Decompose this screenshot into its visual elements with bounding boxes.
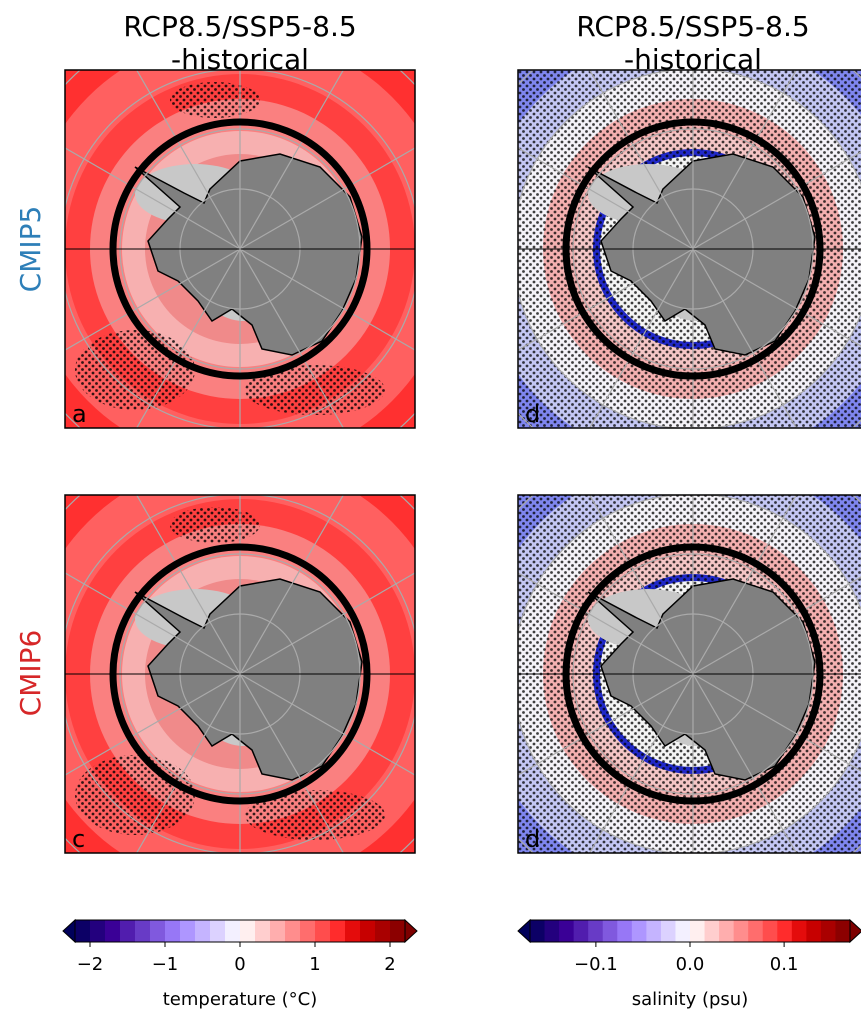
panel-label: c	[72, 825, 85, 853]
colorbar-segment	[748, 920, 764, 942]
colorbar-tick-label: 1	[309, 954, 320, 975]
colorbar-segment	[270, 920, 286, 942]
column-title: RCP8.5/SSP5-8.5	[576, 10, 809, 43]
significance-stipple	[75, 330, 195, 410]
colorbar-extend	[517, 918, 531, 944]
colorbar-segment	[588, 920, 604, 942]
colorbar-segment	[690, 920, 706, 942]
colorbar-segment	[225, 920, 241, 942]
colorbar-segment	[90, 920, 106, 942]
panel-frame	[64, 494, 416, 854]
colorbar-segment	[617, 920, 633, 942]
row-label: CMIP6	[14, 630, 47, 717]
colorbar-segment	[806, 920, 822, 942]
colorbar-segment	[573, 920, 589, 942]
significance-stipple	[245, 365, 385, 415]
map-panel	[518, 495, 861, 853]
significance-stipple	[170, 507, 260, 543]
region-boundary	[109, 118, 371, 380]
colorbar-segment	[180, 920, 196, 942]
colorbar-segment	[315, 920, 331, 942]
panel-label: d	[525, 825, 540, 853]
colorbar-segment	[631, 920, 647, 942]
colorbar-segment	[530, 920, 546, 942]
region-boundary	[562, 118, 824, 380]
colorbar-segment	[195, 920, 211, 942]
colorbar-segment	[719, 920, 735, 942]
colorbar-tick-label: 2	[384, 954, 395, 975]
map-panel	[65, 495, 415, 853]
colorbar-segment	[360, 920, 376, 942]
colorbar-segment	[240, 920, 256, 942]
colorbar-segment	[733, 920, 749, 942]
colorbar-tick-label: 0	[234, 954, 245, 975]
region-boundary	[562, 543, 824, 805]
panel-frame	[517, 69, 861, 429]
colorbar-label: temperature (°C)	[163, 989, 317, 1010]
map-panel	[65, 70, 415, 428]
colorbar-tick-label: −1	[152, 954, 179, 975]
colorbar-segment	[602, 920, 618, 942]
colorbar-segment	[544, 920, 560, 942]
colorbar-tick-label: 0.0	[676, 954, 705, 975]
colorbar-segment	[704, 920, 720, 942]
colorbar-segment	[675, 920, 691, 942]
significance-stipple	[75, 755, 195, 835]
colorbar-segment	[75, 920, 91, 942]
colorbar-segment	[135, 920, 151, 942]
colorbar-segment	[559, 920, 575, 942]
colorbar-segment	[345, 920, 361, 942]
significance-stipple	[245, 790, 385, 840]
colorbar-label: salinity (psu)	[632, 989, 749, 1010]
colorbar-segment	[255, 920, 271, 942]
colorbar-extend	[62, 918, 76, 944]
colorbar-segment	[791, 920, 807, 942]
colorbar-segment	[165, 920, 181, 942]
region-boundary	[109, 543, 371, 805]
colorbar-segment	[390, 920, 406, 942]
colorbar-segment	[105, 920, 121, 942]
colorbar-segment	[210, 920, 226, 942]
colorbar-segment	[835, 920, 851, 942]
colorbar-segment	[777, 920, 793, 942]
colorbar-segment	[646, 920, 662, 942]
panel-label: a	[72, 400, 87, 428]
colorbar-tick-label: 0.1	[770, 954, 799, 975]
colorbar-extend	[849, 918, 861, 944]
panel-label: d	[525, 400, 540, 428]
colorbar-segment	[820, 920, 836, 942]
colorbar-segment	[285, 920, 301, 942]
map-panel	[518, 70, 861, 428]
colorbar-tick-label: −0.1	[574, 954, 618, 975]
colorbar-segment	[375, 920, 391, 942]
colorbar-extend	[404, 918, 418, 944]
colorbar-segment	[150, 920, 166, 942]
colorbar-segment	[330, 920, 346, 942]
row-label: CMIP5	[14, 206, 47, 293]
colorbar-segment	[762, 920, 778, 942]
panel-frame	[517, 494, 861, 854]
column-title: RCP8.5/SSP5-8.5	[123, 10, 356, 43]
panel-frame	[64, 69, 416, 429]
colorbar-segment	[120, 920, 136, 942]
colorbar-tick-label: −2	[77, 954, 104, 975]
colorbar-segment	[300, 920, 316, 942]
colorbar-segment	[660, 920, 676, 942]
significance-stipple	[170, 82, 260, 118]
